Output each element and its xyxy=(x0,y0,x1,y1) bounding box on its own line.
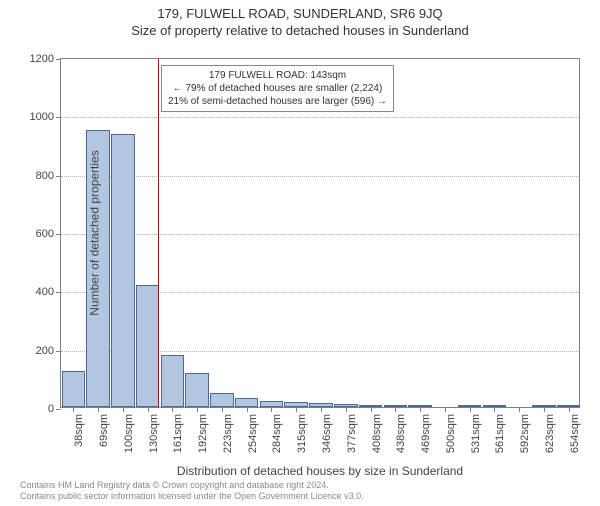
footer-line2: Contains public sector information licen… xyxy=(20,491,364,502)
x-tick xyxy=(395,407,396,412)
x-tick-label: 346sqm xyxy=(321,414,333,453)
page-title-address: 179, FULWELL ROAD, SUNDERLAND, SR6 9JQ xyxy=(0,6,600,21)
x-tick xyxy=(197,407,198,412)
x-tick-label: 654sqm xyxy=(569,414,581,453)
y-tick-label: 1200 xyxy=(30,53,54,65)
x-tick xyxy=(247,407,248,412)
x-axis-label: Distribution of detached houses by size … xyxy=(60,464,580,478)
x-tick xyxy=(148,407,149,412)
x-tick-label: 469sqm xyxy=(420,414,432,453)
x-tick xyxy=(172,407,173,412)
histogram-bar xyxy=(161,355,185,408)
footer-line1: Contains HM Land Registry data © Crown c… xyxy=(20,480,364,491)
x-tick-label: 438sqm xyxy=(395,414,407,453)
page-title-subtitle: Size of property relative to detached ho… xyxy=(0,23,600,38)
x-tick-label: 561sqm xyxy=(494,414,506,453)
x-tick xyxy=(519,407,520,412)
gridline xyxy=(61,117,579,118)
x-tick xyxy=(371,407,372,412)
x-tick xyxy=(420,407,421,412)
y-tick xyxy=(56,409,61,410)
x-tick-label: 100sqm xyxy=(123,414,135,453)
y-tick-label: 800 xyxy=(36,170,54,182)
x-tick xyxy=(445,407,446,412)
y-axis-label: Number of detached properties xyxy=(88,150,102,315)
y-tick-label: 1000 xyxy=(30,111,54,123)
x-tick xyxy=(544,407,545,412)
gridline xyxy=(61,234,579,235)
x-tick-label: 623sqm xyxy=(544,414,556,453)
x-tick-label: 315sqm xyxy=(296,414,308,453)
x-tick-label: 408sqm xyxy=(371,414,383,453)
x-tick xyxy=(346,407,347,412)
x-tick-label: 161sqm xyxy=(172,414,184,453)
y-tick xyxy=(56,351,61,352)
y-tick-label: 400 xyxy=(36,286,54,298)
x-tick-label: 531sqm xyxy=(470,414,482,453)
plot-area: 02004006008001000120038sqm69sqm100sqm130… xyxy=(60,58,580,408)
x-tick-label: 254sqm xyxy=(247,414,259,453)
x-tick xyxy=(494,407,495,412)
histogram-bar xyxy=(62,371,86,407)
chart-container: 02004006008001000120038sqm69sqm100sqm130… xyxy=(60,58,580,408)
y-tick xyxy=(56,292,61,293)
x-tick xyxy=(271,407,272,412)
x-tick-label: 592sqm xyxy=(519,414,531,453)
x-tick xyxy=(222,407,223,412)
y-tick xyxy=(56,176,61,177)
x-tick xyxy=(98,407,99,412)
x-tick-label: 38sqm xyxy=(73,414,85,447)
x-tick xyxy=(123,407,124,412)
histogram-bar xyxy=(235,398,259,407)
x-tick xyxy=(569,407,570,412)
annotation-line: 179 FULWELL ROAD: 143sqm xyxy=(168,69,387,82)
histogram-bar xyxy=(210,393,234,407)
y-tick xyxy=(56,234,61,235)
reference-line xyxy=(158,59,159,407)
x-tick xyxy=(296,407,297,412)
gridline xyxy=(61,176,579,177)
annotation-box: 179 FULWELL ROAD: 143sqm← 79% of detache… xyxy=(161,65,394,112)
x-tick-label: 69sqm xyxy=(98,414,110,447)
y-tick-label: 0 xyxy=(48,403,54,415)
annotation-line: 21% of semi-detached houses are larger (… xyxy=(168,95,387,108)
x-tick-label: 192sqm xyxy=(197,414,209,453)
footer-attribution: Contains HM Land Registry data © Crown c… xyxy=(20,480,364,503)
x-tick-label: 500sqm xyxy=(445,414,457,453)
x-tick xyxy=(73,407,74,412)
y-tick-label: 600 xyxy=(36,228,54,240)
x-tick-label: 130sqm xyxy=(148,414,160,453)
x-tick xyxy=(321,407,322,412)
annotation-line: ← 79% of detached houses are smaller (2,… xyxy=(168,82,387,95)
histogram-bar xyxy=(111,134,135,407)
y-tick xyxy=(56,59,61,60)
y-tick xyxy=(56,117,61,118)
x-tick-label: 377sqm xyxy=(346,414,358,453)
histogram-bar xyxy=(136,285,160,408)
x-tick xyxy=(470,407,471,412)
x-tick-label: 284sqm xyxy=(271,414,283,453)
x-tick-label: 223sqm xyxy=(222,414,234,453)
histogram-bar xyxy=(185,373,209,407)
y-tick-label: 200 xyxy=(36,345,54,357)
